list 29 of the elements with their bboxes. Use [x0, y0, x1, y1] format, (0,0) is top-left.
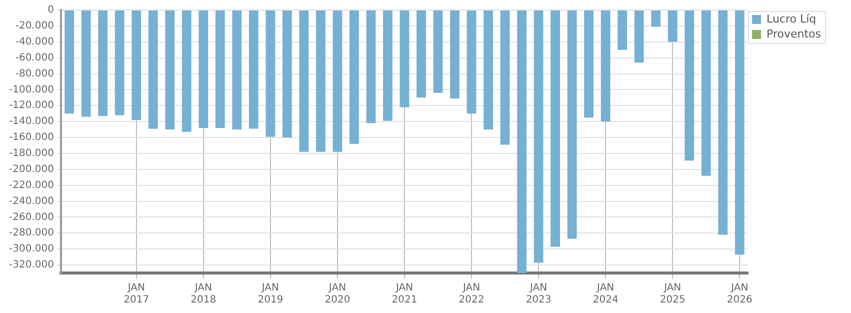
x-tick-label: JAN 2021: [392, 282, 418, 306]
x-tick-label: JAN 2025: [660, 282, 686, 306]
legend-label: Lucro Líq: [766, 12, 816, 26]
x-tick-label: JAN 2024: [592, 282, 618, 306]
y-tick-label: -180.000: [8, 148, 54, 160]
y-tick-label: 0: [48, 4, 54, 16]
x-tick-label: JAN 2019: [258, 282, 284, 306]
x-tick-label: JAN 2017: [124, 282, 150, 306]
y-tick-label: -320.000: [8, 260, 54, 271]
x-tick-label: JAN 2023: [526, 282, 552, 306]
y-tick-label: -120.000: [8, 100, 54, 112]
y-tick-label: -80.000: [15, 68, 54, 80]
y-tick-label: -280.000: [8, 228, 54, 239]
y-tick-label: -60.000: [15, 52, 54, 64]
y-tick-label: -160.000: [8, 132, 54, 144]
y-tick-label: -40.000: [15, 36, 54, 48]
y-tick-label: -220.000: [8, 180, 54, 191]
x-tick-label: JAN 2018: [190, 282, 216, 306]
x-tick-label: JAN 2022: [458, 282, 484, 306]
y-tick-label: -260.000: [8, 212, 54, 223]
y-tick-label: -20.000: [15, 20, 54, 32]
y-tick-label: -100.000: [8, 84, 54, 96]
y-tick-label: -300.000: [8, 244, 54, 255]
y-tick-label: -140.000: [8, 116, 54, 128]
y-tick-label: -200.000: [8, 164, 54, 175]
x-tick-label: JAN 2020: [324, 282, 350, 306]
y-tick-label: -240.000: [8, 196, 54, 207]
x-tick-label: JAN 2026: [726, 282, 752, 306]
legend-label: Proventos: [766, 27, 822, 40]
